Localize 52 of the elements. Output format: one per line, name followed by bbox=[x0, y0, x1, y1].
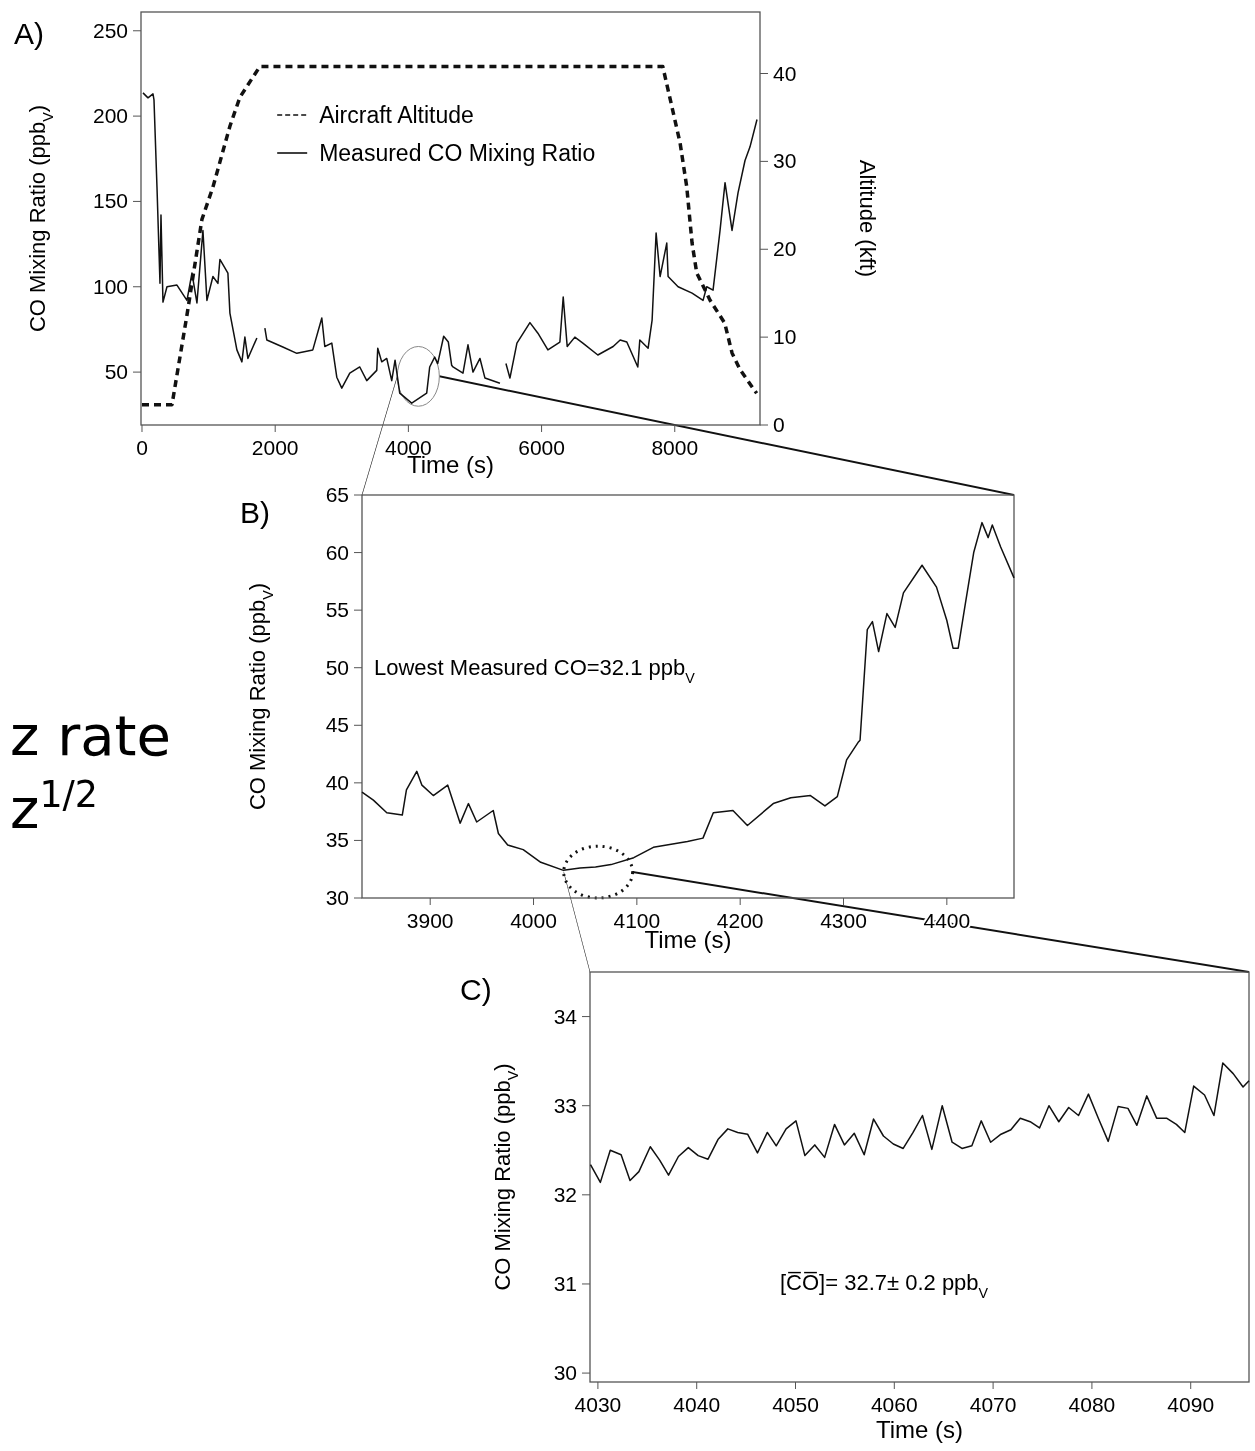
y2-tick-label: 40 bbox=[773, 61, 797, 85]
y-tick-label: 33 bbox=[553, 1093, 577, 1117]
text: z$^{1/2}$ bbox=[10, 772, 98, 841]
line-series bbox=[589, 1062, 1250, 1184]
y-tick-label: 50 bbox=[325, 655, 349, 679]
y-tick-label: 30 bbox=[553, 1361, 577, 1385]
y-tick-label: 250 bbox=[92, 18, 128, 42]
y-tick-label: 30 bbox=[325, 886, 349, 909]
text: z rate bbox=[10, 703, 171, 768]
x-tick-label: 4070 bbox=[969, 1393, 1017, 1416]
y-tick-label: 200 bbox=[92, 104, 128, 128]
y2-tick-label: 20 bbox=[773, 237, 797, 261]
y2-axis-title: Altitude (kft) bbox=[855, 159, 880, 278]
y-tick-label: 40 bbox=[325, 770, 349, 794]
y-tick-label: 65 bbox=[325, 483, 349, 506]
y-tick-label: 31 bbox=[553, 1271, 577, 1295]
legend-label: Measured CO Mixing Ratio bbox=[319, 140, 596, 166]
y-tick-label: 32 bbox=[553, 1182, 577, 1206]
x-tick-label: 4060 bbox=[870, 1393, 918, 1416]
y2-tick-label: 10 bbox=[773, 325, 797, 349]
legend-label: Aircraft Altitude bbox=[319, 102, 474, 128]
x-tick-label: 4040 bbox=[673, 1393, 721, 1416]
x-tick-label: 4030 bbox=[574, 1393, 622, 1416]
y2-tick-label: 0 bbox=[773, 413, 785, 436]
x-tick-label: 4200 bbox=[716, 909, 764, 932]
x-tick-label: 3900 bbox=[406, 909, 454, 932]
y-tick-label: 150 bbox=[92, 189, 128, 213]
x-tick-label: 4080 bbox=[1068, 1393, 1116, 1416]
y-tick-label: 50 bbox=[104, 360, 128, 384]
x-axis-title: Time (s) bbox=[875, 1416, 964, 1443]
chart-title: A) bbox=[14, 17, 44, 50]
y-tick-label: 55 bbox=[325, 598, 349, 622]
x-tick-label: 4090 bbox=[1167, 1393, 1215, 1416]
annotation: Lowest Measured CO=32.1 ppb$_{V}$ bbox=[374, 655, 696, 686]
line-series bbox=[361, 521, 1015, 872]
y-tick-label: 34 bbox=[553, 1004, 578, 1028]
x-tick-label: 4300 bbox=[820, 909, 867, 932]
x-tick-label: 0 bbox=[136, 436, 148, 459]
y2-tick-label: 30 bbox=[773, 149, 797, 173]
y-tick-label: 35 bbox=[325, 828, 349, 852]
x-tick-label: 4100 bbox=[613, 909, 661, 932]
x-tick-label: 4050 bbox=[772, 1393, 819, 1416]
x-tick-label: 4000 bbox=[510, 909, 557, 932]
chart-title: B) bbox=[240, 496, 270, 529]
y-tick-label: 100 bbox=[92, 274, 128, 298]
annotation: [C̅O̅]= 32.7± 0.2 ppb$_{V}$ bbox=[780, 1270, 989, 1301]
x-tick-label: 6000 bbox=[518, 436, 565, 459]
y-tick-label: 45 bbox=[325, 713, 349, 737]
chart-title: C) bbox=[460, 973, 492, 1006]
x-tick-label: 8000 bbox=[651, 436, 699, 459]
y-tick-label: 60 bbox=[325, 540, 349, 564]
x-tick-label: 2000 bbox=[251, 436, 299, 459]
